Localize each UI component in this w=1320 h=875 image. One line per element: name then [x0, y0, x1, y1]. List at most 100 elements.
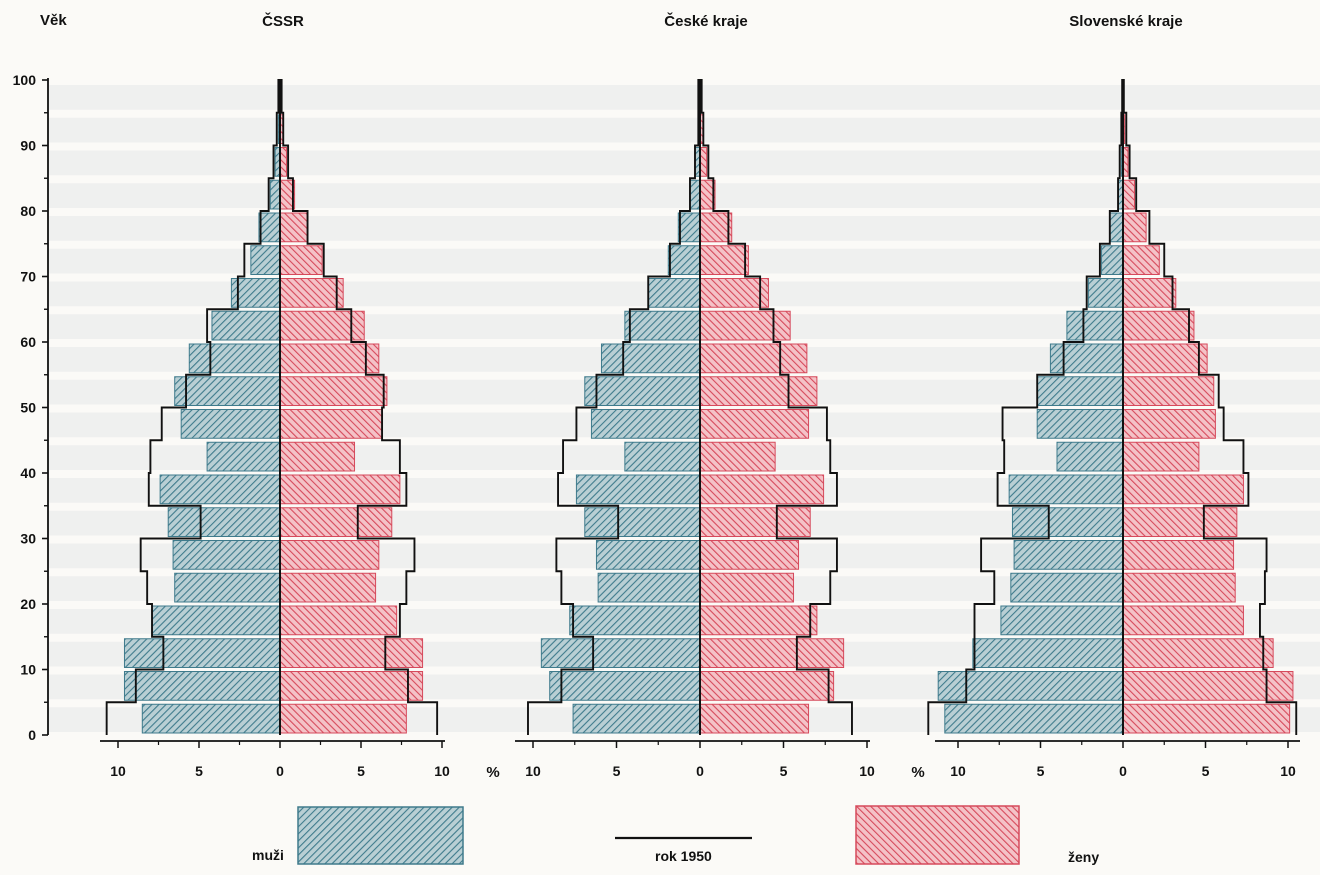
bar-women — [699, 441, 776, 472]
x-tick-label: 10 — [110, 763, 126, 779]
x-tick-label: 10 — [859, 763, 875, 779]
x-tick-label: 10 — [1280, 763, 1296, 779]
bar-women — [1122, 212, 1147, 243]
bar-men — [584, 507, 701, 537]
bar-women — [279, 507, 393, 537]
bar-women — [699, 310, 791, 341]
outline-1950-men — [927, 79, 1124, 735]
x-tick-label: 10 — [434, 763, 450, 779]
pyramid-panel: ČSSR 10 5 0 5 10% — [100, 12, 500, 781]
legend-women-swatch — [855, 805, 1020, 865]
bar-women — [1122, 179, 1136, 210]
bar-men — [172, 540, 281, 570]
bar-women — [699, 540, 800, 570]
bar-men — [1049, 343, 1124, 374]
legend-1950-label: rok 1950 — [655, 848, 712, 864]
age-tick-label: 30 — [20, 531, 36, 547]
bar-men — [569, 605, 701, 636]
bar-men — [1056, 441, 1124, 472]
bar-men — [211, 310, 281, 341]
bar-men — [1036, 376, 1124, 406]
bar-women — [699, 343, 808, 374]
bar-men — [1010, 572, 1124, 603]
age-axis-title: Věk — [40, 12, 67, 29]
x-tick-label: 0 — [276, 763, 284, 779]
bar-women — [699, 278, 769, 308]
outline-1950-women — [1122, 79, 1298, 735]
bar-women — [279, 671, 424, 701]
bar-women — [1122, 278, 1177, 308]
age-band — [48, 183, 1320, 208]
bar-men — [667, 245, 701, 275]
bar-women — [1122, 474, 1244, 505]
bar-women — [279, 703, 407, 734]
bar-men — [258, 212, 281, 243]
age-tick-label: 10 — [20, 662, 36, 678]
bar-men — [590, 409, 701, 439]
legend-women-label: ženy — [1068, 849, 1099, 865]
x-tick-label: 0 — [1119, 763, 1127, 779]
bar-women — [699, 147, 708, 177]
bar-women — [279, 474, 401, 505]
age-band — [48, 117, 1320, 143]
bar-women — [279, 278, 344, 308]
bar-men — [174, 572, 281, 603]
bar-women — [699, 703, 810, 734]
bar-men — [572, 703, 701, 734]
bar-men — [230, 278, 281, 308]
bar-men — [624, 310, 701, 341]
outline-1950-men — [105, 79, 280, 735]
age-band — [48, 150, 1320, 176]
bar-women — [1122, 703, 1291, 734]
bar-women — [699, 572, 795, 603]
age-tick-label: 0 — [28, 727, 36, 743]
bar-women — [279, 540, 380, 570]
x-tick-label: 5 — [195, 763, 203, 779]
bar-women — [279, 605, 398, 636]
outline-1950-women — [280, 79, 439, 735]
bar-women — [279, 343, 380, 374]
outline-1950-women — [700, 79, 853, 735]
bar-women — [699, 245, 749, 275]
bar-women — [279, 572, 377, 603]
bar-women — [1122, 605, 1244, 636]
bar-men — [540, 638, 701, 668]
pyramid-panel: Slovenské kraje 10 5 0 5 10 — [927, 13, 1300, 779]
age-band — [48, 85, 1320, 110]
bar-men — [944, 703, 1124, 734]
age-tick-label: 50 — [20, 400, 36, 416]
legend-men-swatch — [297, 806, 464, 865]
bar-men — [159, 474, 281, 505]
x-tick-label: 10 — [950, 763, 966, 779]
bar-women — [699, 409, 810, 439]
bar-men — [123, 638, 281, 668]
panel-title: ČSSR — [262, 12, 304, 30]
panel-title: České kraje — [664, 12, 747, 30]
bar-women — [1122, 540, 1235, 570]
bar-men — [269, 179, 281, 210]
bar-men — [584, 376, 701, 406]
bar-men — [575, 474, 701, 505]
bar-men — [595, 540, 701, 570]
bar-women — [279, 441, 356, 472]
bar-men — [677, 212, 701, 243]
bar-men — [174, 376, 281, 406]
bar-women — [1122, 441, 1200, 472]
bar-women — [1122, 638, 1274, 668]
bar-women — [699, 507, 811, 537]
x-tick-label: 5 — [780, 763, 788, 779]
bar-women — [699, 638, 845, 668]
panel-title: Slovenské kraje — [1069, 13, 1182, 30]
bar-men — [689, 179, 701, 210]
legend: muži rok 1950 ženy — [252, 805, 1099, 865]
bar-men — [647, 278, 701, 308]
bar-women — [1122, 409, 1216, 439]
pyramid-panel: České kraje 10 5 0 5 10% — [515, 12, 925, 781]
bar-women — [699, 376, 818, 406]
bar-men — [1109, 212, 1124, 243]
bar-men — [123, 671, 281, 701]
percent-sign: % — [486, 764, 499, 781]
bar-men — [188, 343, 281, 374]
